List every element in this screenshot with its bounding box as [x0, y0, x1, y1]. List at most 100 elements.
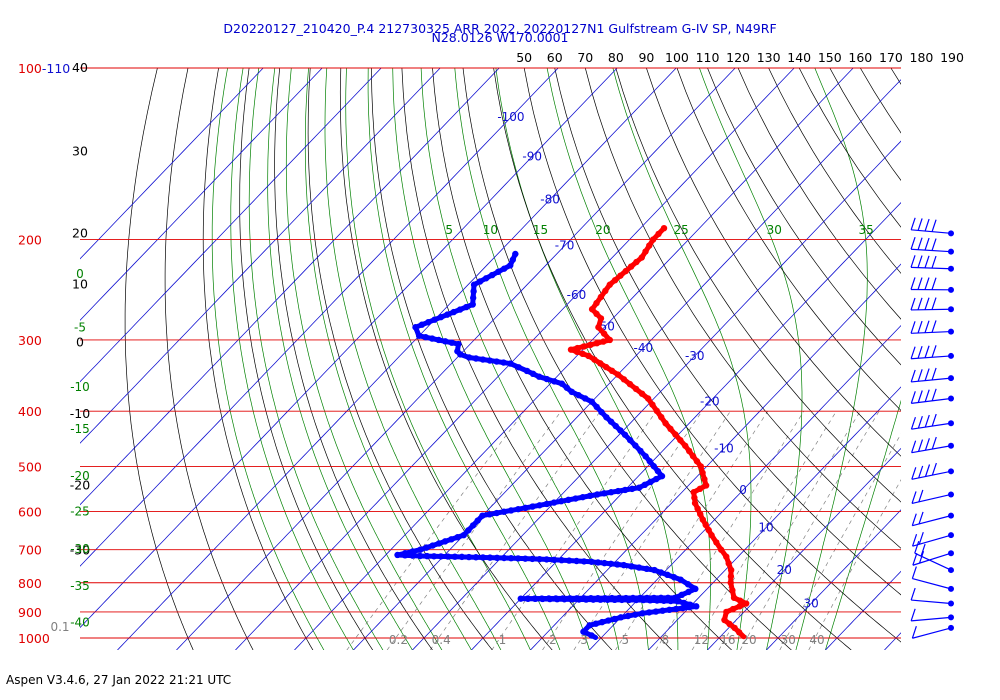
dewpoint-point: [423, 544, 430, 551]
temperature-point: [691, 494, 698, 501]
dewpoint-point: [479, 554, 487, 561]
wind-barb: [911, 511, 954, 527]
isotherm-line: [884, 632, 901, 650]
dewpoint-point: [429, 542, 436, 549]
temperature-point: [660, 224, 668, 232]
wind-barb-feather: [910, 587, 916, 601]
wind-barb: [910, 277, 954, 293]
dry-adiabat-line: [768, 68, 901, 274]
pressure-label: 400: [18, 404, 42, 419]
moist-adiabat-line: [324, 68, 502, 650]
temperature-point: [693, 458, 701, 465]
dewpoint-point: [580, 558, 588, 565]
temperature-point: [649, 401, 656, 408]
temperature-point: [580, 343, 588, 350]
wind-barb-staff: [912, 577, 952, 590]
mixing-ratio-label: 16: [720, 633, 735, 647]
isotherm-label: 20: [777, 563, 792, 577]
dewpoint-point: [550, 499, 558, 506]
dewpoint-point: [617, 614, 625, 621]
temperature-point: [677, 436, 684, 444]
dry-adiabat-line: [239, 68, 373, 650]
dewpoint-point: [486, 357, 493, 364]
dewpoint-point: [588, 632, 595, 639]
dewpoint-point: [458, 553, 466, 561]
dewpoint-point: [666, 606, 673, 614]
temperature-point: [646, 242, 653, 249]
dry-adiabat-line: [983, 68, 1000, 650]
dewpoint-point: [522, 504, 529, 512]
wind-barb-feather: [914, 540, 920, 554]
dewpoint-point: [652, 608, 660, 615]
temperature-point: [587, 341, 594, 349]
temperature-point: [736, 603, 743, 610]
dry-adiabat-line: [462, 68, 792, 650]
temperature-point: [736, 597, 744, 604]
dewpoint-point: [425, 319, 432, 326]
temperature-point: [606, 281, 613, 288]
temperature-point: [662, 420, 669, 427]
pressure-label: 800: [18, 576, 42, 591]
dewpoint-point: [603, 414, 610, 421]
dewpoint-point: [457, 351, 464, 358]
dewpoint-point: [674, 598, 681, 605]
isotherm-line: [530, 263, 901, 650]
dewpoint-point: [601, 559, 608, 567]
dewpoint-point: [572, 495, 579, 502]
dewpoint-point: [637, 447, 644, 455]
temperature-point: [690, 489, 697, 496]
moist-adiabat-label: -30: [70, 542, 90, 556]
isotherm-label: 0: [739, 483, 747, 497]
dry-adiabat-label: -20: [70, 477, 90, 492]
moist-adiabat-label: -35: [70, 579, 90, 593]
isotherms: [80, 68, 901, 650]
wind-barb-staff: [911, 422, 952, 430]
dewpoint-point: [409, 552, 416, 559]
dewpoint-point: [500, 359, 507, 366]
dewpoint-point: [614, 487, 622, 495]
wind-barb-feather: [918, 532, 924, 545]
pressure-label: 300: [18, 333, 42, 348]
temperature-point: [597, 293, 605, 301]
top-axis-label: 120: [726, 50, 750, 65]
dewpoint-point: [626, 436, 634, 444]
wind-barb-staff: [911, 599, 952, 605]
top-axis-label: 140: [787, 50, 811, 65]
dewpoint-point: [417, 546, 424, 553]
dewpoint-point: [515, 364, 522, 371]
temperature-point: [649, 236, 657, 243]
dewpoint-profile: [394, 250, 700, 640]
dewpoint-point: [493, 509, 500, 517]
mixing-ratio-label: 8: [661, 633, 669, 647]
dry-adiabat-line: [921, 68, 1000, 650]
dewpoint-point: [646, 458, 653, 465]
dewpoint-point: [435, 336, 442, 344]
temperature-point: [593, 339, 601, 347]
temperature-point: [606, 336, 614, 344]
dewpoint-point: [588, 558, 595, 565]
wind-barb-feather: [924, 218, 930, 232]
pressure-label: 900: [18, 605, 42, 620]
moist-adiabat-line: [345, 68, 531, 650]
top-axis-labels: 50 60 70 80 90 100 110 120 130 140 150 160 170 180 190: [516, 50, 964, 65]
dewpoint-point: [444, 553, 452, 560]
moist-adiabat-label: 10: [483, 223, 498, 237]
moist-adiabat-line: [248, 68, 384, 650]
temperature-point: [597, 315, 605, 322]
wind-barb-staff: [912, 552, 952, 566]
pressure-label: 100-110: [18, 61, 70, 76]
temperature-point: [713, 539, 720, 546]
wind-barb-feather: [924, 277, 930, 290]
mixing-ratio-label: 5: [621, 633, 629, 647]
wind-barb-staff: [910, 308, 952, 311]
dry-adiabat-line: [164, 68, 254, 650]
wind-barb-feather: [931, 413, 937, 427]
dewpoint-point: [624, 612, 632, 620]
dewpoint-point: [460, 531, 467, 539]
mixing-ratio-line: [779, 433, 901, 650]
wind-barb-staff: [911, 229, 952, 234]
dewpoint-point: [653, 597, 661, 604]
mixing-ratio-labels: 0.10.2 0.4 1 2 3 5 8 12 16 20 30 40: [50, 620, 824, 647]
dewpoint-point: [493, 358, 500, 365]
